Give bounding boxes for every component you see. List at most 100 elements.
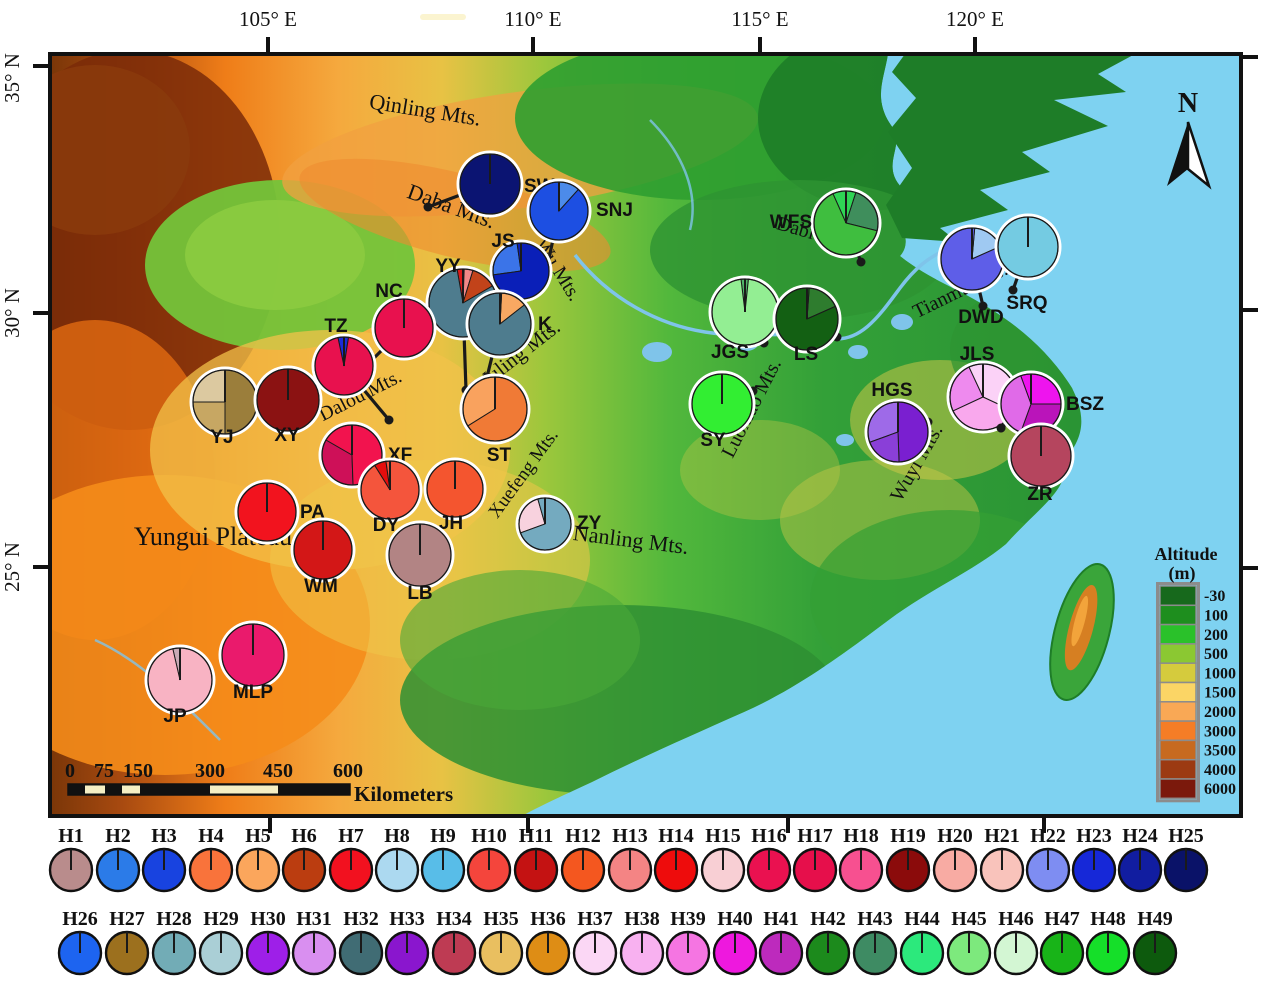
site-WM: WM: [290, 517, 356, 597]
haplotype-label-H26: H26: [62, 908, 98, 930]
site-label-LS: LS: [794, 344, 818, 365]
altitude-swatch: [1159, 662, 1197, 684]
site-ZR: ZR: [1007, 422, 1075, 505]
north-arrow-label: N: [1178, 88, 1198, 119]
site-PA: PA: [234, 479, 325, 545]
haplotype-label-H31: H31: [296, 908, 332, 930]
haplotype-pie-H39: [665, 930, 711, 976]
site-label-LB: LB: [407, 583, 432, 604]
altitude-value: 3000: [1204, 723, 1236, 740]
altitude-value: 2000: [1204, 704, 1236, 721]
site-label-DY: DY: [373, 515, 400, 536]
haplotype-label-H5: H5: [245, 825, 271, 847]
haplotype-pie-H3: [141, 847, 187, 893]
site-pie-MLP: [218, 620, 288, 690]
site-LB: LB: [385, 520, 455, 604]
haplotype-pie-H30: [245, 930, 291, 976]
site-JH: JH: [423, 457, 487, 534]
haplotype-label-H30: H30: [250, 908, 286, 930]
haplotype-label-H24: H24: [1122, 825, 1158, 847]
site-pie-JGS: [708, 275, 782, 349]
altitude-value: -30: [1204, 588, 1225, 605]
north-arrow-icon: N: [1167, 88, 1212, 190]
haplotype-label-H23: H23: [1076, 825, 1112, 847]
site-label-JLS: JLS: [960, 344, 995, 365]
haplotype-pie-H11: [513, 847, 559, 893]
haplotype-pie-H18: [838, 847, 884, 893]
haplotype-label-H27: H27: [109, 908, 145, 930]
site-DWD: DWD: [937, 224, 1007, 328]
haplotype-pie-H7: [328, 847, 374, 893]
site-DY: DY: [357, 457, 423, 536]
haplotype-pie-H31: [291, 930, 337, 976]
haplotype-pie-H47: [1039, 930, 1085, 976]
haplotype-label-H40: H40: [717, 908, 753, 930]
altitude-value: 3500: [1204, 743, 1236, 760]
site-label-WM: WM: [304, 576, 338, 597]
haplotype-pie-H27: [104, 930, 150, 976]
haplotype-pie-H42: [805, 930, 851, 976]
scalebar-label: 0: [65, 760, 75, 782]
site-pie-JP: [144, 644, 216, 716]
haplotype-pie-H25: [1163, 847, 1209, 893]
haplotype-pie-H44: [899, 930, 945, 976]
site-pie-YJ: [189, 366, 261, 438]
site-pie-JH: [423, 457, 487, 521]
haplotype-label-H45: H45: [951, 908, 987, 930]
haplotype-label-H17: H17: [797, 825, 833, 847]
site-pie-WM: [290, 517, 356, 583]
site-YJ: YJ: [189, 366, 261, 448]
haplotype-pie-H1: [48, 847, 94, 893]
site-label-WFS: WFS: [770, 212, 812, 233]
haplotype-label-H38: H38: [624, 908, 660, 930]
haplotype-pie-H17: [792, 847, 838, 893]
site-pie-ST: [459, 373, 531, 445]
haplotype-pie-H40: [712, 930, 758, 976]
altitude-swatch: [1159, 758, 1197, 780]
scalebar-label: 600: [333, 760, 363, 782]
site-K: K: [465, 289, 552, 382]
altitude-value: 4000: [1204, 762, 1236, 779]
haplotype-label-H9: H9: [430, 825, 456, 847]
haplotype-label-H34: H34: [436, 908, 472, 930]
site-label-SRQ: SRQ: [1006, 293, 1047, 314]
site-pie-SY: [688, 370, 756, 438]
site-JGS: JGS: [708, 275, 782, 363]
haplotype-label-H12: H12: [565, 825, 601, 847]
site-label-NC: NC: [375, 281, 403, 302]
site-pie-LS: [772, 284, 842, 354]
haplotype-label-H44: H44: [904, 908, 940, 930]
site-dot-BSZ: [996, 423, 1006, 433]
haplotype-pie-H43: [852, 930, 898, 976]
altitude-value: 200: [1204, 627, 1228, 644]
axis-left-label: 30° N: [0, 288, 24, 338]
site-SRQ: SRQ: [994, 213, 1062, 314]
haplotype-label-H21: H21: [984, 825, 1020, 847]
map-border: [48, 52, 1243, 818]
haplotype-pie-H48: [1085, 930, 1131, 976]
scalebar-segment: [122, 785, 140, 794]
site-pie-DWD: [937, 224, 1007, 294]
haplotype-label-H18: H18: [843, 825, 879, 847]
haplotype-label-H36: H36: [530, 908, 566, 930]
scalebar-label: 75: [94, 760, 114, 782]
altitude-value: 100: [1204, 607, 1228, 624]
site-pie-JS: [489, 239, 553, 303]
site-label-PA: PA: [300, 502, 325, 523]
haplotype-pie-H4: [188, 847, 234, 893]
haplotype-label-H43: H43: [857, 908, 893, 930]
site-pie-ZY: [515, 494, 575, 554]
site-HGS: HGS: [864, 380, 933, 466]
site-dot-SRQ: [1008, 285, 1018, 295]
scalebar-label: 150: [123, 760, 153, 782]
site-pie-WFS: [810, 187, 882, 259]
site-label-DWD: DWD: [958, 307, 1003, 328]
haplotype-pie-H49: [1132, 930, 1178, 976]
haplotype-pie-H33: [384, 930, 430, 976]
haplotype-pie-H28: [151, 930, 197, 976]
site-label-JGS: JGS: [711, 342, 749, 363]
altitude-swatch: [1159, 623, 1197, 645]
haplotype-pie-H35: [478, 930, 524, 976]
haplotype-pie-H23: [1071, 847, 1117, 893]
